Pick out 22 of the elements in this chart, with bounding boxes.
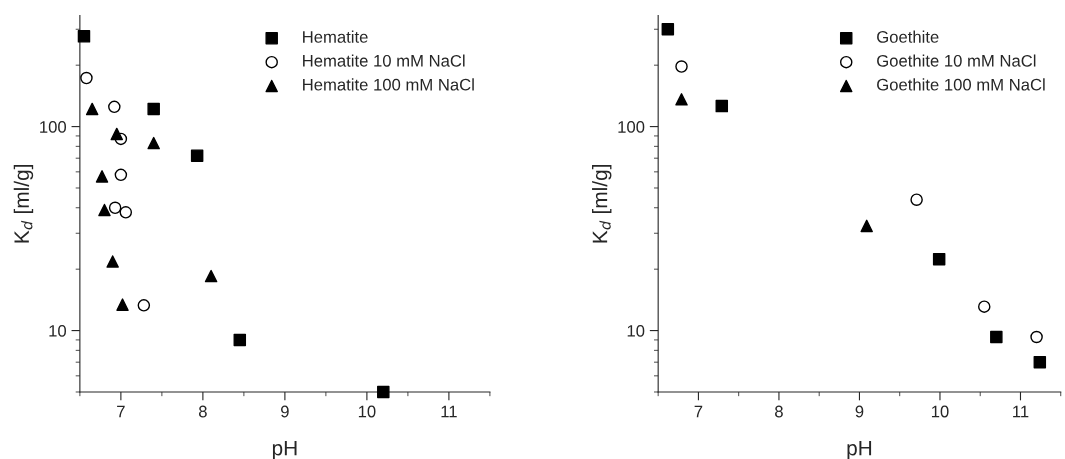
- x-tick-label: 7: [694, 405, 703, 418]
- x-axis-title: pH: [847, 440, 872, 459]
- x-tick-label: 9: [281, 405, 289, 418]
- y-axis-title: K$_{d}$ [ml/g]: [592, 165, 612, 243]
- x-tick-label: 7: [117, 405, 125, 418]
- legend-label: Hematite 10 mM NaCl: [303, 54, 465, 67]
- legend-label: Goethite 100 mM NaCl: [877, 78, 1045, 91]
- legend-label: Hematite 100 mM NaCl: [303, 78, 474, 91]
- x-axis-title: pH: [272, 440, 297, 459]
- x-tick-label: 10: [931, 405, 949, 418]
- y-tick-label: 100: [618, 120, 645, 133]
- legend-label: Hematite: [303, 30, 368, 43]
- legend-label: Goethite: [877, 30, 939, 43]
- x-tick-label: 10: [358, 405, 376, 418]
- x-tick-label: 11: [1013, 405, 1029, 418]
- x-tick-label: 9: [855, 405, 864, 418]
- x-tick-label: 8: [775, 405, 783, 418]
- x-tick-label: 11: [441, 405, 457, 418]
- y-axis-title: K$_{d}$ [ml/g]: [13, 165, 34, 243]
- x-tick-label: 8: [198, 405, 207, 418]
- y-tick-label: 100: [40, 120, 67, 133]
- legend-label: Goethite 10 mM NaCl: [877, 54, 1036, 67]
